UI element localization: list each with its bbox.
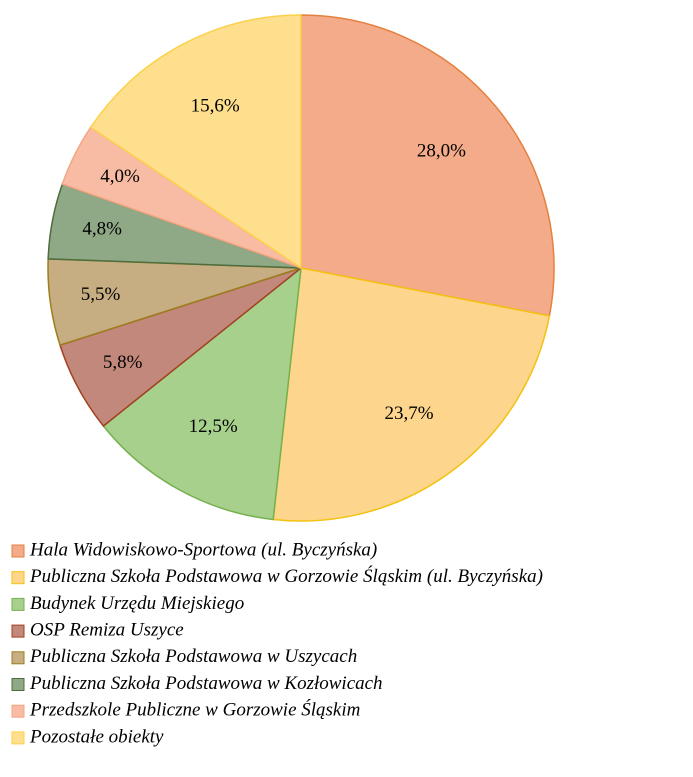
data-label: 12,5% [189, 416, 238, 437]
pie-slice [300, 14, 555, 317]
legend-label: Pozostałe obiekty [29, 726, 164, 747]
legend-swatch [11, 544, 25, 558]
legend-swatch [11, 651, 25, 665]
legend-label: Budynek Urzędu Miejskiego [30, 593, 244, 614]
data-label: 15,6% [191, 96, 240, 117]
pie-slice [102, 266, 302, 521]
legend-swatch [11, 704, 25, 718]
pie-slice [89, 14, 302, 270]
legend-label: Przedszkole Publiczne w Gorzowie Śląskim [29, 699, 360, 721]
legend-swatch [11, 597, 25, 611]
data-label: 28,0% [417, 140, 466, 161]
data-label: 5,8% [103, 352, 143, 373]
data-label: 5,5% [81, 284, 121, 305]
legend-swatch [11, 731, 25, 745]
legend-swatch [11, 571, 25, 585]
data-label: 23,7% [385, 403, 434, 424]
pie-slice [272, 267, 551, 522]
legend-swatch [11, 624, 25, 638]
data-label: 4,0% [100, 166, 140, 187]
legend-label: Publiczna Szkoła Podstawowa w Kozłowicac… [29, 673, 383, 694]
legend-label: Publiczna Szkoła Podstawowa w Uszycach [29, 646, 357, 667]
legend-label: OSP Remiza Uszyce [30, 619, 184, 640]
legend-swatch [11, 678, 25, 691]
data-label: 4,8% [82, 219, 122, 240]
legend-label: Hala Widowiskowo-Sportowa (ul. Byczyńska… [29, 539, 377, 560]
legend-label: Publiczna Szkoła Podstawowa w Gorzowie Ś… [29, 565, 543, 587]
